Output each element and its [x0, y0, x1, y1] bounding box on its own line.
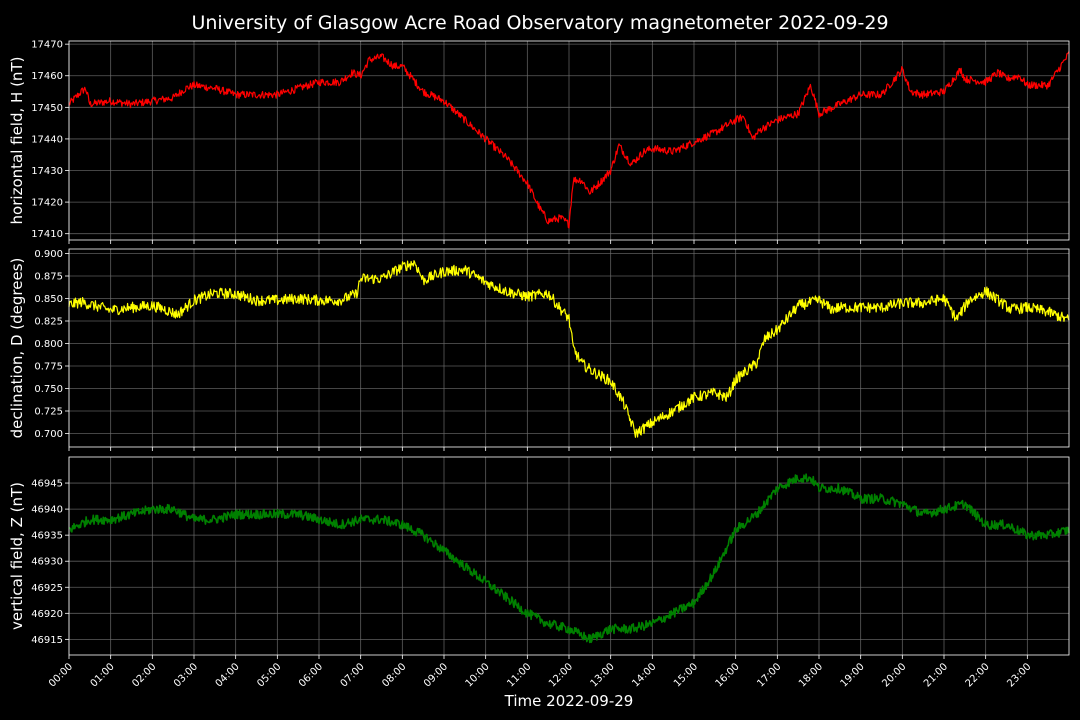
y-tick-label: 17460 — [31, 71, 63, 82]
panel-h: 17410 17420 17430 17440 17450 17460 17470 horiz… — [8, 40, 1070, 244]
series-line-d — [68, 260, 1070, 438]
series-line-z — [68, 473, 1070, 644]
y-tick-label: 17440 — [31, 134, 63, 145]
y-tick-label: 46915 — [31, 635, 63, 646]
y-tick-label: 46920 — [31, 609, 63, 620]
y-tick-label: 46930 — [31, 557, 63, 568]
y-axis-label: vertical field, Z (nT) — [8, 482, 26, 630]
y-tick-label: 0.700 — [34, 429, 63, 440]
y-tick-label: 0.850 — [34, 294, 63, 305]
y-tick-label: 0.750 — [34, 384, 63, 395]
y-tick-label: 0.800 — [34, 339, 63, 350]
panel-z: 46915 46920 46925 46930 46935 46940 46945 verti… — [8, 456, 1070, 659]
chart-title: University of Glasgow Acre Road Observat… — [191, 12, 888, 34]
y-tick-label: 0.725 — [34, 407, 63, 418]
y-axis-label: declination, D (degrees) — [8, 258, 26, 439]
y-axis-label: horizontal field, H (nT) — [8, 57, 26, 225]
y-tick-label: 0.775 — [34, 362, 63, 373]
series-line-h — [68, 51, 1070, 229]
y-tick-label: 17420 — [31, 198, 63, 209]
panel-frame — [68, 40, 1070, 241]
y-tick-label: 0.875 — [34, 272, 63, 283]
y-tick-label: 0.900 — [34, 249, 63, 260]
y-tick-label: 46945 — [31, 479, 63, 490]
y-tick-label: 46925 — [31, 583, 63, 594]
y-tick-label: 17410 — [31, 229, 63, 240]
panel-frame — [68, 248, 1070, 448]
y-tick-label: 46935 — [31, 531, 63, 542]
y-tick-label: 46940 — [31, 505, 63, 516]
y-tick-label: 17430 — [31, 166, 63, 177]
panel-d: 0.700 0.725 0.750 0.775 0.800 0.825 0.850 0.875… — [8, 248, 1070, 451]
y-tick-label: 17470 — [31, 40, 63, 51]
y-tick-label: 17450 — [31, 103, 63, 114]
y-tick-label: 0.825 — [34, 317, 63, 328]
panel-frame — [68, 456, 1070, 656]
x-axis-label: Time 2022-09-29 — [504, 692, 634, 710]
